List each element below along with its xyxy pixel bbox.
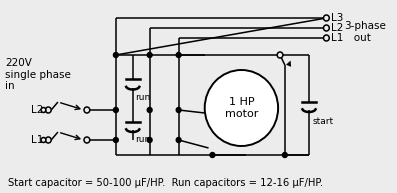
- Text: run: run: [135, 92, 150, 102]
- Text: 3-phase
   out: 3-phase out: [344, 21, 385, 43]
- Text: L2: L2: [331, 23, 343, 33]
- Circle shape: [210, 152, 215, 157]
- Circle shape: [84, 137, 90, 143]
- Text: 220V
single phase
in: 220V single phase in: [5, 58, 71, 91]
- Text: L3: L3: [331, 13, 343, 23]
- Circle shape: [277, 52, 283, 58]
- Circle shape: [114, 52, 118, 58]
- Circle shape: [41, 137, 46, 142]
- Circle shape: [176, 108, 181, 113]
- Circle shape: [176, 137, 181, 142]
- Circle shape: [147, 137, 152, 142]
- Circle shape: [147, 52, 152, 58]
- Circle shape: [176, 52, 181, 58]
- Circle shape: [41, 108, 46, 113]
- Circle shape: [114, 108, 118, 113]
- Circle shape: [45, 137, 51, 143]
- Circle shape: [84, 107, 90, 113]
- Circle shape: [45, 107, 51, 113]
- Text: L2: L2: [31, 105, 43, 115]
- Circle shape: [282, 152, 287, 157]
- Circle shape: [324, 15, 329, 21]
- Text: Start capacitor = 50-100 μF/HP.  Run capacitors = 12-16 μF/HP.: Start capacitor = 50-100 μF/HP. Run capa…: [8, 178, 323, 188]
- Circle shape: [324, 35, 329, 41]
- Circle shape: [114, 137, 118, 142]
- Text: L1: L1: [31, 135, 43, 145]
- Circle shape: [147, 108, 152, 113]
- Text: L1: L1: [331, 33, 343, 43]
- Circle shape: [324, 25, 329, 31]
- Text: 1 HP
motor: 1 HP motor: [225, 97, 258, 119]
- Text: run: run: [135, 135, 150, 144]
- Circle shape: [205, 70, 278, 146]
- Text: start: start: [313, 117, 334, 126]
